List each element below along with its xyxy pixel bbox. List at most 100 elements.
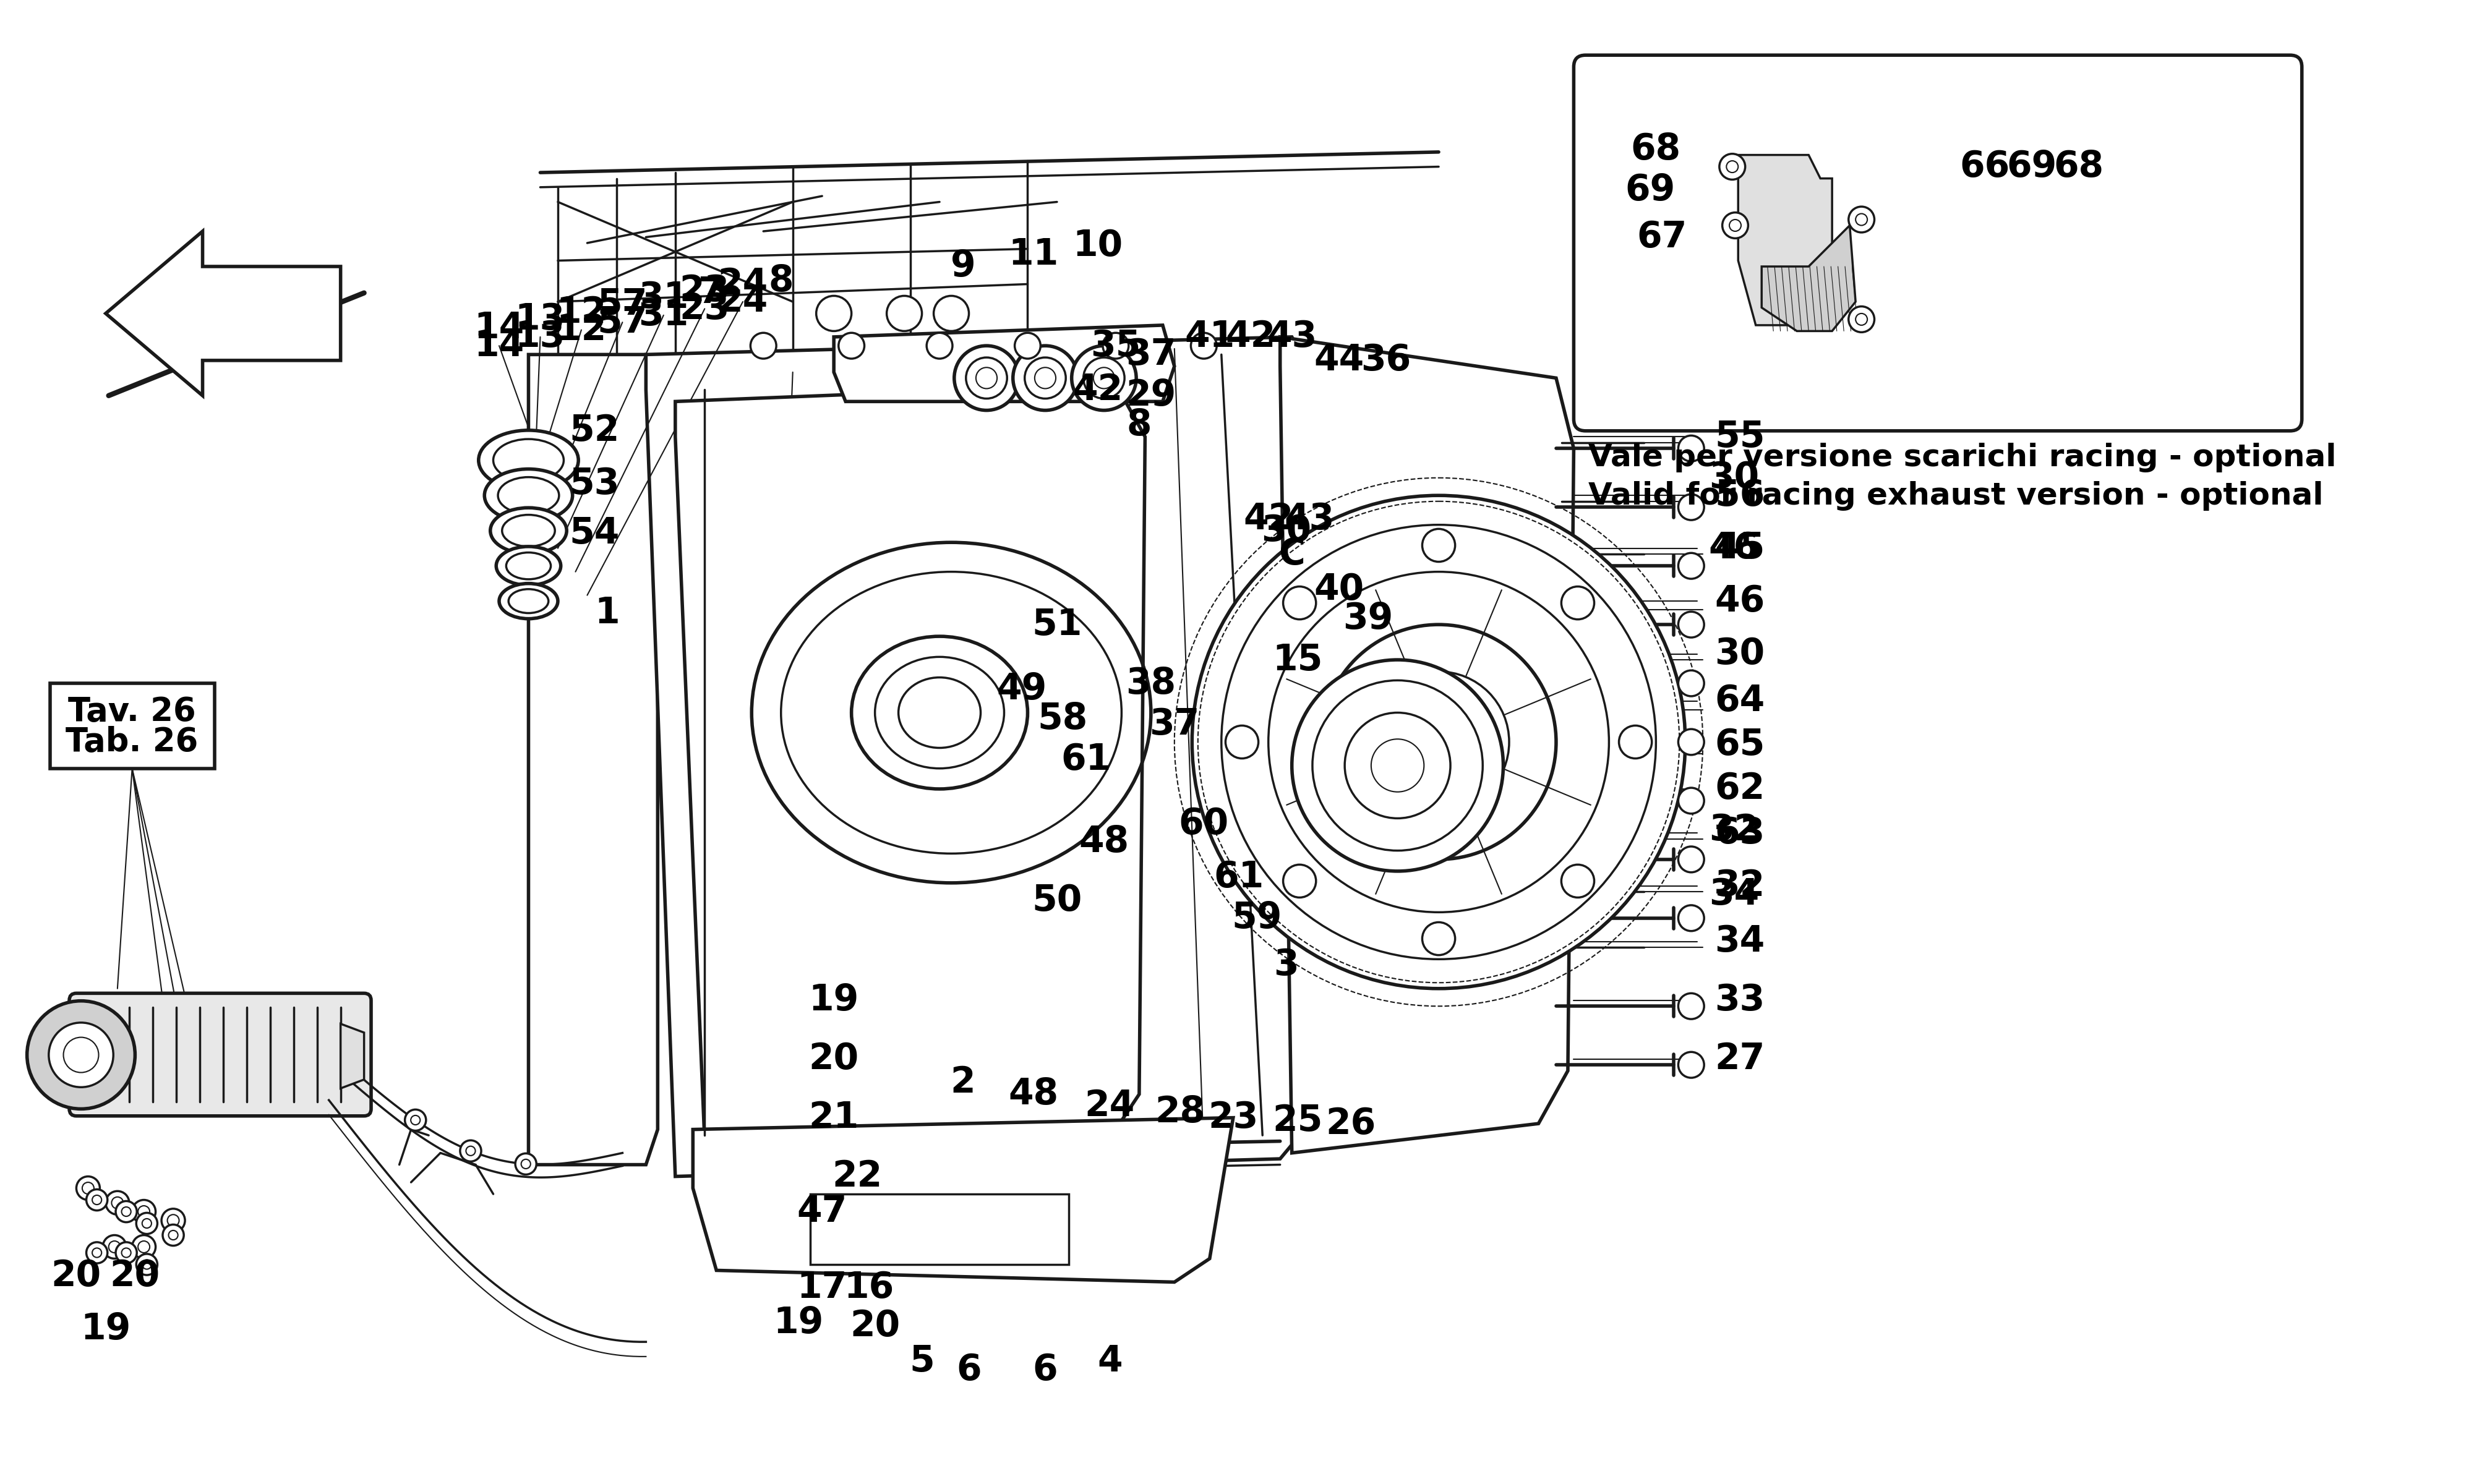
Circle shape: [886, 295, 923, 331]
Circle shape: [104, 1235, 126, 1258]
Text: 68: 68: [2053, 148, 2103, 184]
Text: 47: 47: [797, 1195, 846, 1229]
Circle shape: [1848, 306, 1875, 332]
Text: 5: 5: [910, 1343, 935, 1379]
Circle shape: [131, 1235, 156, 1258]
Circle shape: [136, 1254, 158, 1275]
Text: Vale per versione scarichi racing - optional: Vale per versione scarichi racing - opti…: [1588, 442, 2335, 472]
Circle shape: [928, 332, 952, 359]
Text: 21: 21: [809, 1100, 858, 1135]
Circle shape: [136, 1212, 158, 1235]
Text: 13: 13: [515, 301, 567, 337]
Text: 10: 10: [1074, 229, 1123, 264]
Circle shape: [1719, 154, 1744, 180]
Circle shape: [161, 1208, 186, 1232]
Text: 6: 6: [957, 1352, 982, 1388]
Text: 11: 11: [1009, 237, 1059, 273]
Text: 51: 51: [1032, 607, 1081, 643]
Text: 28: 28: [1155, 1094, 1205, 1129]
Text: 54: 54: [569, 516, 618, 551]
Circle shape: [750, 332, 777, 359]
Text: 62: 62: [1714, 772, 1764, 807]
Circle shape: [163, 1224, 183, 1245]
Circle shape: [1071, 346, 1136, 410]
Circle shape: [1192, 496, 1685, 988]
Text: 20: 20: [851, 1309, 901, 1343]
Text: 48: 48: [1079, 824, 1128, 859]
Polygon shape: [675, 384, 1145, 1141]
Text: 24: 24: [717, 267, 767, 301]
Polygon shape: [1279, 337, 1573, 1153]
Text: 30: 30: [1714, 637, 1764, 672]
Text: 33: 33: [1714, 982, 1764, 1018]
Circle shape: [1677, 671, 1705, 696]
Circle shape: [116, 1201, 136, 1223]
Circle shape: [460, 1140, 482, 1162]
Text: 49: 49: [997, 672, 1047, 706]
Text: 24: 24: [1084, 1088, 1136, 1123]
Text: 25: 25: [1272, 1103, 1324, 1138]
Text: 27: 27: [1714, 1042, 1764, 1076]
Text: 69: 69: [2006, 148, 2056, 184]
Circle shape: [1677, 494, 1705, 519]
Text: 46: 46: [1714, 583, 1764, 619]
Circle shape: [839, 332, 863, 359]
FancyBboxPatch shape: [69, 993, 371, 1116]
Polygon shape: [106, 232, 341, 396]
Text: 35: 35: [1091, 328, 1141, 364]
Text: 37: 37: [1150, 706, 1200, 742]
Circle shape: [1291, 660, 1504, 871]
Circle shape: [1677, 993, 1705, 1020]
Text: 23: 23: [680, 291, 730, 326]
Text: 55: 55: [1714, 418, 1764, 454]
Text: 1: 1: [594, 595, 618, 631]
Circle shape: [1677, 788, 1705, 813]
Text: 8: 8: [1126, 408, 1153, 442]
Text: 34: 34: [1714, 925, 1764, 959]
Circle shape: [1677, 554, 1705, 579]
Text: 8: 8: [769, 264, 794, 298]
Circle shape: [27, 1000, 136, 1109]
Polygon shape: [1761, 226, 1856, 331]
Ellipse shape: [490, 508, 567, 554]
Polygon shape: [834, 325, 1175, 402]
Polygon shape: [1739, 154, 1833, 325]
Text: 23: 23: [1207, 1100, 1259, 1135]
Circle shape: [816, 295, 851, 331]
Text: 15: 15: [1272, 643, 1324, 677]
Ellipse shape: [497, 546, 562, 585]
Circle shape: [49, 1022, 114, 1088]
Ellipse shape: [500, 583, 557, 619]
Circle shape: [1225, 726, 1259, 758]
Text: 40: 40: [1314, 571, 1363, 607]
Circle shape: [1284, 865, 1316, 898]
Polygon shape: [693, 1117, 1232, 1282]
Circle shape: [1561, 865, 1593, 898]
Text: 68: 68: [1630, 132, 1680, 166]
Circle shape: [1722, 212, 1749, 239]
Text: 9: 9: [950, 249, 975, 283]
Ellipse shape: [485, 469, 571, 522]
Circle shape: [1677, 611, 1705, 638]
Polygon shape: [646, 337, 1321, 1177]
Text: 53: 53: [569, 466, 618, 502]
Text: 31: 31: [638, 280, 688, 315]
Circle shape: [1284, 586, 1316, 619]
Text: 69: 69: [1625, 172, 1675, 208]
Polygon shape: [341, 1024, 364, 1088]
Text: 59: 59: [1232, 901, 1282, 936]
Text: 48: 48: [1009, 1076, 1059, 1112]
Circle shape: [1346, 712, 1450, 818]
Ellipse shape: [477, 430, 579, 490]
Text: 42: 42: [1074, 372, 1123, 408]
Text: 20: 20: [52, 1258, 101, 1294]
Circle shape: [1848, 206, 1875, 233]
Text: 32: 32: [1714, 868, 1764, 904]
Text: 42: 42: [1225, 319, 1277, 355]
Circle shape: [116, 1242, 136, 1263]
Text: 63: 63: [1714, 815, 1764, 850]
Text: 56: 56: [1714, 478, 1764, 513]
Text: 26: 26: [1326, 1106, 1376, 1141]
Text: 60: 60: [1178, 807, 1230, 841]
Text: 61: 61: [1061, 742, 1111, 778]
